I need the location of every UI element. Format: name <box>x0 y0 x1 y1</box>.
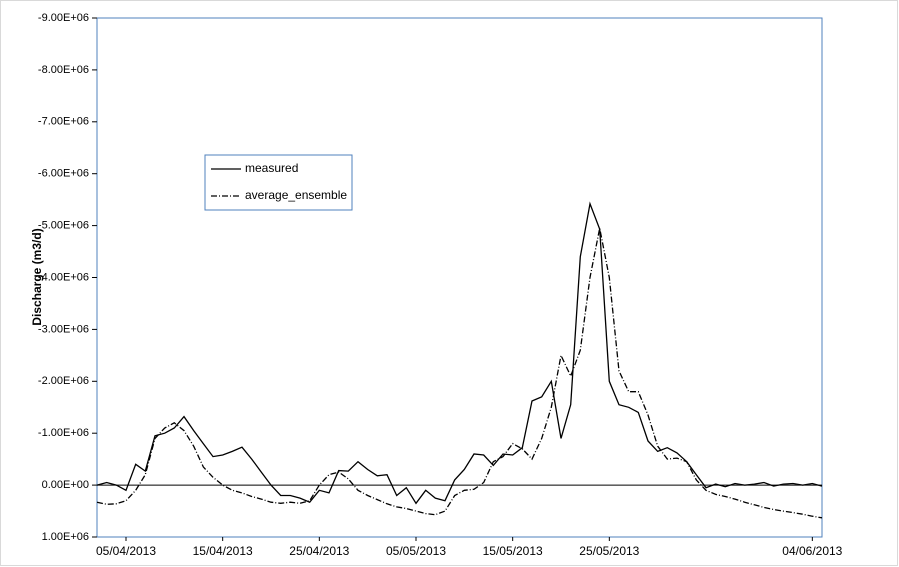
y-tick-label: -6.00E+06 <box>38 168 89 180</box>
x-tick-label: 15/04/2013 <box>193 544 253 558</box>
legend <box>204 154 353 211</box>
y-tick-label: 0.00E+00 <box>42 479 89 491</box>
legend-label: average_ensemble <box>245 188 347 202</box>
y-tick-label: 1.00E+06 <box>42 531 89 543</box>
legend-label: measured <box>245 161 298 175</box>
x-tick-label: 04/06/2013 <box>782 544 842 558</box>
series-line <box>96 201 823 505</box>
x-tick-label: 15/05/2013 <box>483 544 543 558</box>
y-tick-label: -8.00E+06 <box>38 64 89 76</box>
x-tick-label: 25/05/2013 <box>579 544 639 558</box>
x-tick-label: 05/04/2013 <box>96 544 156 558</box>
series-line <box>96 228 823 519</box>
y-tick-label: -5.00E+06 <box>38 220 89 232</box>
y-tick-label: -3.00E+06 <box>38 323 89 335</box>
y-tick-label: -1.00E+06 <box>38 427 89 439</box>
x-tick-label: 25/04/2013 <box>289 544 349 558</box>
y-tick-label: -2.00E+06 <box>38 375 89 387</box>
y-tick-label: -7.00E+06 <box>38 116 89 128</box>
y-axis-label: Discharge (m3/d) <box>30 228 44 325</box>
y-tick-label: -9.00E+06 <box>38 12 89 24</box>
x-tick-label: 05/05/2013 <box>386 544 446 558</box>
y-tick-label: -4.00E+06 <box>38 271 89 283</box>
